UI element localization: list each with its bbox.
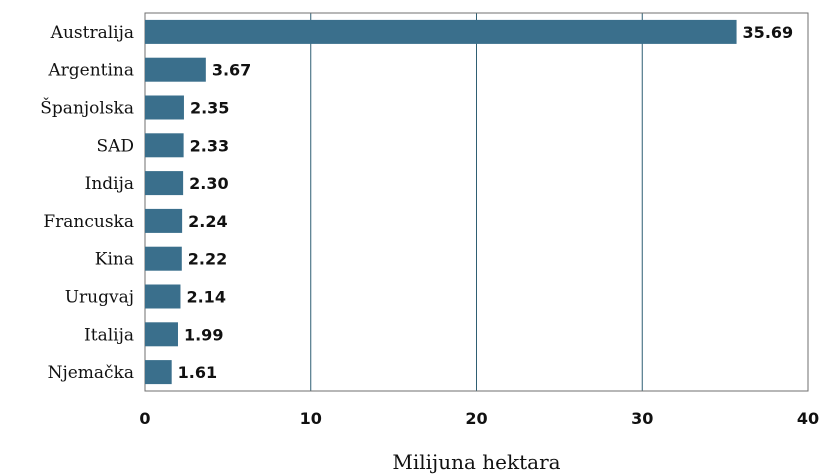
bar bbox=[145, 57, 206, 82]
category-label: SAD bbox=[96, 136, 134, 156]
category-label: Francuska bbox=[43, 212, 134, 232]
value-label: 2.22 bbox=[188, 250, 227, 269]
bar bbox=[145, 133, 184, 158]
category-label: Australija bbox=[50, 23, 134, 43]
x-tick-label: 40 bbox=[797, 409, 819, 428]
bars bbox=[145, 19, 737, 385]
bar bbox=[145, 95, 184, 120]
value-label: 1.99 bbox=[184, 325, 223, 344]
gridlines bbox=[310, 13, 643, 391]
value-label: 2.30 bbox=[189, 174, 228, 193]
category-label: Španjolska bbox=[40, 98, 134, 119]
category-label: Kina bbox=[95, 250, 134, 270]
value-label: 2.33 bbox=[190, 136, 229, 155]
value-label: 1.61 bbox=[178, 363, 217, 382]
category-label: Italija bbox=[84, 325, 134, 345]
value-labels: 35.69 3.67 2.35 2.33 2.30 2.24 2.22 2.14 1.99 1.6… bbox=[178, 23, 793, 382]
x-tick-label: 20 bbox=[465, 409, 487, 428]
category-label: Indija bbox=[85, 174, 134, 194]
bar bbox=[145, 171, 184, 196]
bar bbox=[145, 208, 183, 233]
bar bbox=[145, 246, 182, 271]
x-tick-labels: 0 10 20 30 40 bbox=[139, 409, 819, 428]
category-label: Argentina bbox=[47, 61, 134, 81]
bar bbox=[145, 360, 172, 385]
value-label: 2.14 bbox=[186, 288, 225, 307]
category-label: Njemačka bbox=[48, 363, 134, 383]
x-tick-label: 30 bbox=[631, 409, 653, 428]
x-axis-title: Milijuna hektara bbox=[392, 450, 560, 474]
x-tick-label: 10 bbox=[300, 409, 322, 428]
x-tick-label: 0 bbox=[139, 409, 150, 428]
bar bbox=[145, 19, 737, 44]
value-label: 2.35 bbox=[190, 99, 229, 118]
value-label: 2.24 bbox=[188, 212, 227, 231]
plot-frame bbox=[144, 12, 809, 392]
value-label: 3.67 bbox=[212, 61, 251, 80]
value-label: 35.69 bbox=[743, 23, 794, 42]
bar bbox=[145, 322, 178, 347]
category-label: Urugvaj bbox=[65, 288, 134, 308]
category-labels: Australija Argentina Španjolska SAD Indija Fr… bbox=[40, 23, 134, 383]
bar bbox=[145, 284, 181, 309]
